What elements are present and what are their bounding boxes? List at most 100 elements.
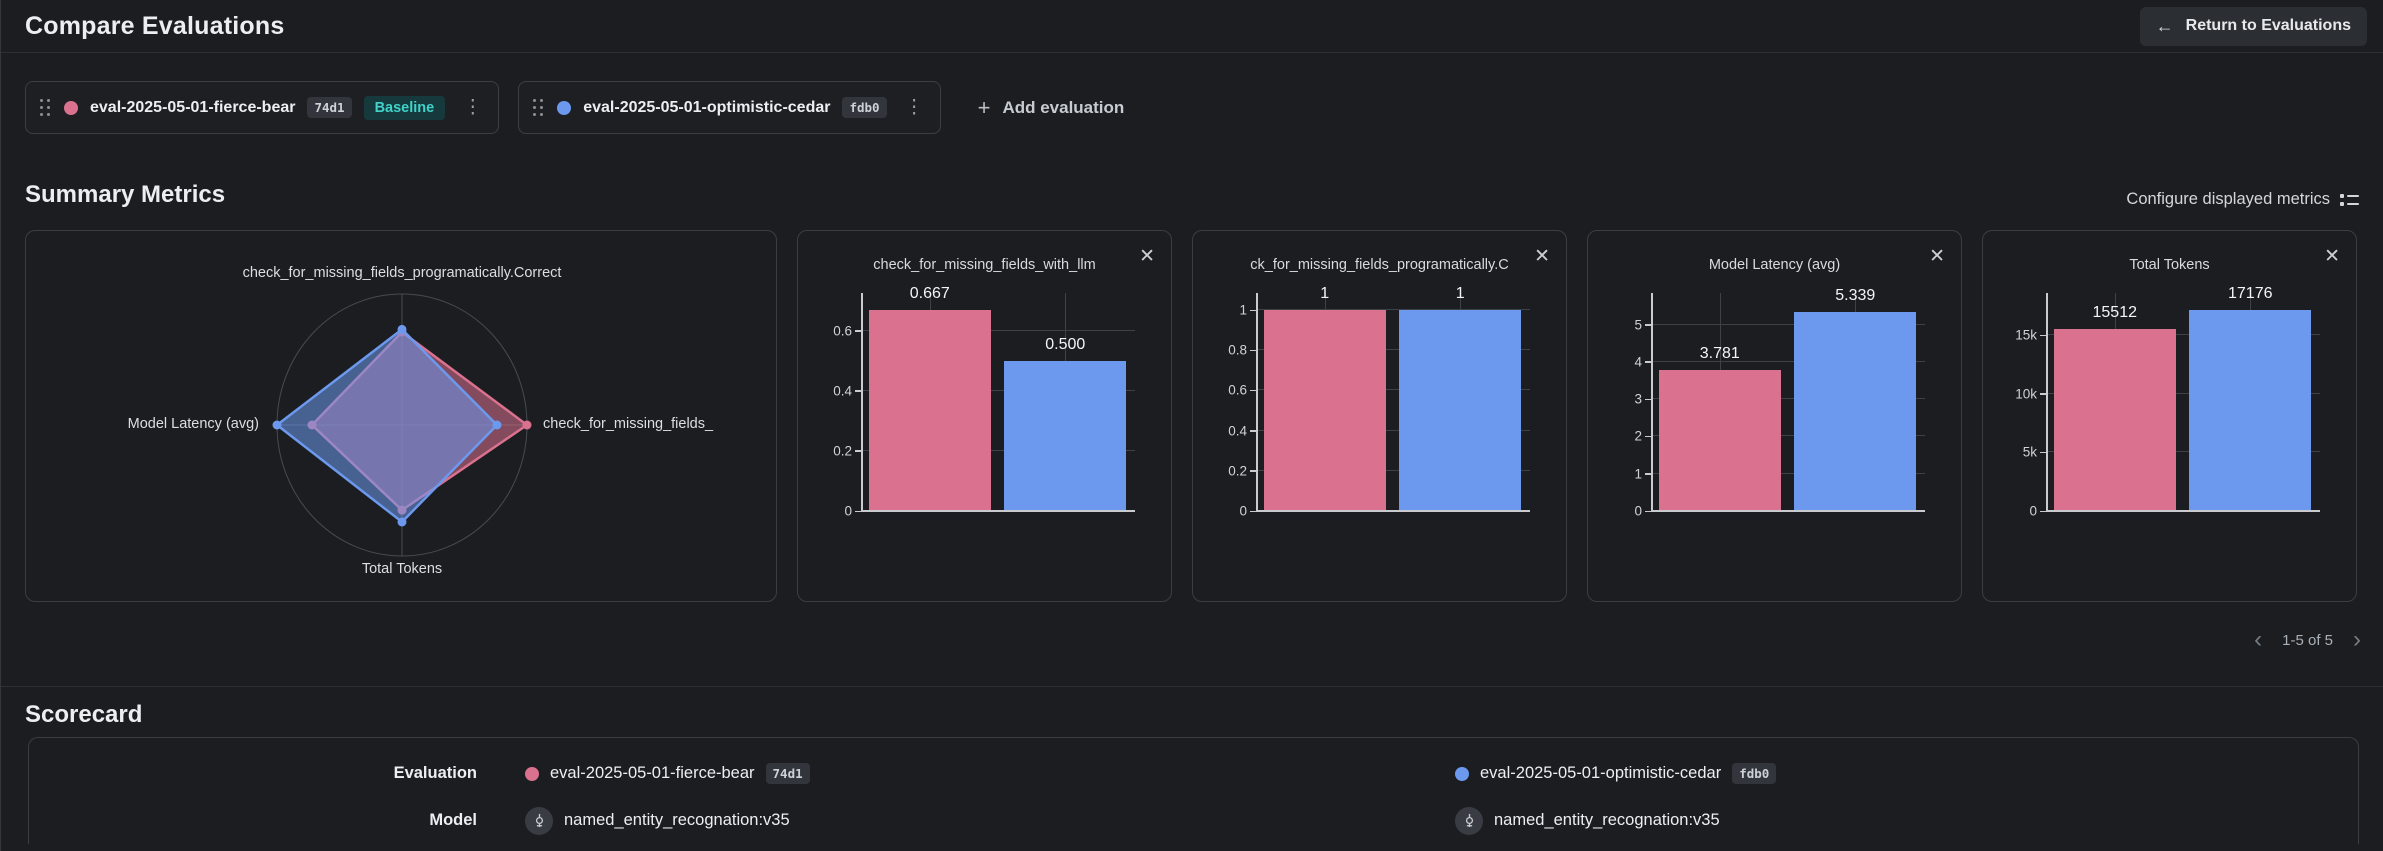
axis-tick-label: 1 xyxy=(1634,466,1642,482)
axis-tick-label: 0 xyxy=(1239,503,1247,519)
bar-plot: 0 0.2 0.4 0.6 0.667 0.500 xyxy=(833,285,1135,519)
pagination-label: 1-5 of 5 xyxy=(2282,631,2333,649)
y-axis-line xyxy=(861,293,863,511)
evaluation-chip-comparison[interactable]: eval-2025-05-01-optimistic-cedar fdb0 ⋮ xyxy=(518,81,941,134)
radar-axis-label-right: check_for_missing_fields_ xyxy=(543,416,714,432)
evaluation-menu-button[interactable]: ⋮ xyxy=(899,96,930,119)
scorecard-row-label: Model xyxy=(429,811,477,829)
axis-tick-label: 0.6 xyxy=(833,323,852,339)
bar xyxy=(2189,309,2312,511)
radar-chart-card: check_for_missing_fields_programatically… xyxy=(25,230,777,602)
bar-value-label: 15512 xyxy=(2092,304,2138,322)
axis-tick-label: 0.8 xyxy=(1228,342,1247,358)
bar xyxy=(1658,370,1781,511)
add-evaluation-button[interactable]: + Add evaluation xyxy=(978,95,1125,121)
axis-tick xyxy=(1645,435,1651,438)
bar-value-label: 5.339 xyxy=(1835,287,1876,305)
evaluation-color-dot xyxy=(557,100,572,115)
axis-tick xyxy=(1250,430,1256,432)
y-axis-line xyxy=(2046,293,2048,511)
metric-card-check-for-missing-fields-programatically: ✕ ck_for_missing_fields_programatically.… xyxy=(1192,230,1567,602)
axis-tick xyxy=(1250,349,1256,352)
gridline xyxy=(2047,451,2320,453)
radar-axis-label-left: Model Latency (avg) xyxy=(127,416,259,432)
return-to-evaluations-button[interactable]: ← Return to Evaluations xyxy=(2139,6,2367,46)
metric-card-model-latency: ✕ Model Latency (avg) 0 1 2 3 4 5 3.781 5.339 xyxy=(1587,230,1962,602)
axis-tick xyxy=(1250,510,1256,512)
axis-tick-label: 10k xyxy=(2015,386,2037,402)
axis-tick-label: 5k xyxy=(2022,444,2037,460)
evaluation-menu-button[interactable]: ⋮ xyxy=(457,96,488,119)
axis-tick-label: 0 xyxy=(844,503,852,519)
axis-tick-label: 0.2 xyxy=(1228,463,1247,479)
axis-tick-label: 0 xyxy=(1634,503,1642,519)
radar-axis-label-top: check_for_missing_fields_programatically… xyxy=(242,265,562,281)
evaluation-name: eval-2025-05-01-optimistic-cedar xyxy=(583,98,831,116)
axis-tick xyxy=(2040,393,2046,395)
axis-tick-label: 3 xyxy=(1634,391,1642,407)
axis-tick-label: 0.6 xyxy=(1228,382,1247,398)
y-axis-line xyxy=(1651,293,1653,511)
axis-tick xyxy=(1645,361,1651,363)
bar xyxy=(1263,310,1386,511)
gridline xyxy=(1257,349,1530,351)
close-icon[interactable]: ✕ xyxy=(1135,243,1159,270)
gridline xyxy=(1652,398,1925,400)
evaluation-name[interactable]: eval-2025-05-01-optimistic-cedar xyxy=(1480,764,1722,782)
scorecard-model-cell-baseline: named_entity_recognation:v35 xyxy=(477,806,1407,835)
plus-icon: + xyxy=(977,94,991,120)
evaluation-name[interactable]: eval-2025-05-01-fierce-bear xyxy=(550,764,755,782)
bar-plot: 0 5k 10k 15k 15512 17176 xyxy=(2015,285,2320,519)
model-name[interactable]: named_entity_recognation:v35 xyxy=(564,811,790,829)
evaluation-chips-row: eval-2025-05-01-fierce-bear 74d1 Baselin… xyxy=(25,81,2359,134)
add-evaluation-label: Add evaluation xyxy=(1002,97,1125,117)
gridline xyxy=(1652,323,1925,325)
axis-tick-label: 0.4 xyxy=(833,383,852,399)
axis-tick xyxy=(855,510,861,512)
axis-tick xyxy=(1250,470,1256,472)
scorecard-evaluation-cell-baseline: eval-2025-05-01-fierce-bear 74d1 xyxy=(477,763,1407,784)
configure-metrics-icon xyxy=(2340,193,2359,206)
metrics-pagination: ‹ 1-5 of 5 › xyxy=(25,628,2365,652)
close-icon[interactable]: ✕ xyxy=(2320,243,2344,270)
gridline xyxy=(1257,469,1530,471)
summary-metric-cards: check_for_missing_fields_programatically… xyxy=(25,230,2359,602)
close-icon[interactable]: ✕ xyxy=(1925,243,1949,270)
drag-handle-icon[interactable] xyxy=(38,97,52,118)
gridline xyxy=(1257,309,1530,311)
axis-tick xyxy=(855,450,861,452)
close-icon[interactable]: ✕ xyxy=(1530,243,1554,270)
scorecard-title: Scorecard xyxy=(25,701,143,728)
axis-tick xyxy=(1645,510,1651,512)
evaluation-name: eval-2025-05-01-fierce-bear xyxy=(90,98,296,116)
evaluation-chip-baseline[interactable]: eval-2025-05-01-fierce-bear 74d1 Baselin… xyxy=(25,81,500,134)
scorecard-row-model: Model named_entity_recognation:v35 named… xyxy=(29,797,2358,844)
model-name[interactable]: named_entity_recognation:v35 xyxy=(1494,811,1720,829)
axis-tick xyxy=(1645,473,1651,475)
metric-card-check-for-missing-fields-with-llm: ✕ check_for_missing_fields_with_llm 0 0.2… xyxy=(797,230,1172,602)
bar-value-label: 17176 xyxy=(2228,284,2273,302)
drag-handle-icon[interactable] xyxy=(531,97,545,118)
baseline-badge: Baseline xyxy=(363,95,446,120)
configure-label: Configure displayed metrics xyxy=(2126,190,2330,208)
x-axis-line xyxy=(1256,510,1530,512)
axis-tick xyxy=(2040,334,2046,337)
evaluation-hash-badge: 74d1 xyxy=(765,763,810,784)
x-axis-line xyxy=(1651,510,1925,512)
metric-card-title: check_for_missing_fields_with_llm xyxy=(873,257,1096,273)
axis-tick-label: 4 xyxy=(1634,354,1642,370)
x-axis-line xyxy=(2046,510,2320,512)
configure-displayed-metrics-button[interactable]: Configure displayed metrics xyxy=(2126,190,2359,209)
radar-axis-label-bottom: Total Tokens xyxy=(361,561,443,577)
bar xyxy=(868,310,991,511)
pagination-prev-icon[interactable]: ‹ xyxy=(2250,628,2266,652)
y-axis-line xyxy=(1256,293,1258,511)
bar-value-label: 0.667 xyxy=(909,285,950,303)
axis-tick-label: 1 xyxy=(1239,302,1247,318)
bar-plot: 0 0.2 0.4 0.6 0.8 1 1 1 xyxy=(1228,285,1530,519)
summary-metrics-header: Summary Metrics Configure displayed metr… xyxy=(25,181,2359,209)
scorecard-evaluation-cell-comparison: eval-2025-05-01-optimistic-cedar fdb0 xyxy=(1407,763,2358,784)
axis-tick xyxy=(855,330,861,332)
pagination-next-icon[interactable]: › xyxy=(2349,628,2365,652)
metric-card-title: Model Latency (avg) xyxy=(1708,257,1841,273)
